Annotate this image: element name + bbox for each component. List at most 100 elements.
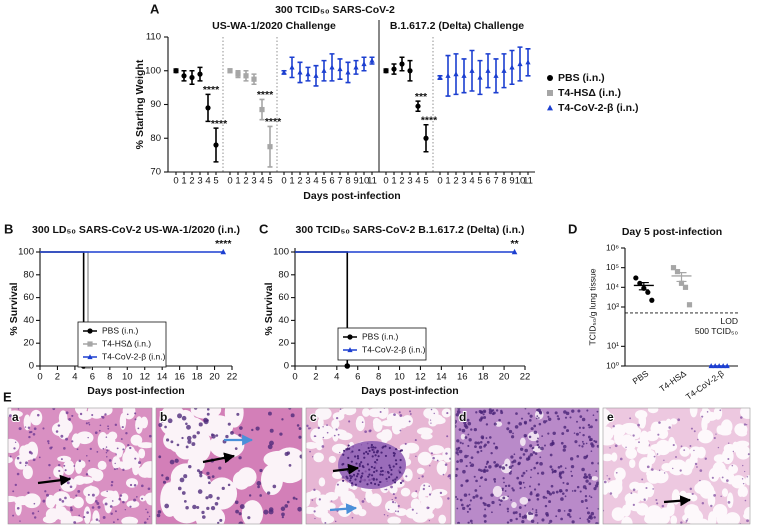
x-tick-label: 20 — [499, 372, 510, 383]
nucleus — [512, 511, 516, 515]
nucleus — [514, 511, 518, 514]
nucleus — [570, 474, 574, 478]
nucleus — [594, 484, 599, 488]
nucleus — [333, 434, 336, 437]
nucleus — [216, 496, 220, 500]
nucleus — [374, 454, 377, 457]
marker — [220, 248, 227, 255]
nucleus — [596, 481, 599, 485]
x-tick-label: 2 — [55, 372, 60, 383]
nucleus — [380, 451, 383, 454]
airspace — [625, 447, 637, 459]
airspace — [104, 496, 113, 514]
nucleus — [32, 432, 36, 436]
nucleus — [48, 463, 51, 467]
nucleus — [447, 497, 450, 500]
marker — [87, 328, 93, 334]
nucleus — [409, 410, 412, 413]
nucleus — [88, 459, 91, 462]
nucleus — [515, 412, 518, 415]
image-label: a — [12, 410, 19, 424]
nucleus — [286, 500, 290, 504]
nucleus — [456, 409, 461, 414]
airspace — [411, 491, 418, 499]
x-tick-label: 0 — [227, 176, 232, 187]
nucleus — [181, 436, 184, 440]
nucleus — [352, 445, 355, 448]
marker — [383, 68, 389, 74]
nucleus — [339, 408, 342, 410]
marker — [445, 72, 451, 78]
nucleus — [268, 507, 274, 512]
nucleus — [42, 499, 46, 503]
airspace — [76, 460, 86, 469]
nucleus — [511, 464, 514, 467]
airspace — [224, 408, 244, 428]
nucleus — [632, 434, 635, 437]
nucleus — [436, 459, 439, 462]
nucleus — [27, 491, 30, 494]
airspace — [670, 418, 678, 425]
nucleus — [581, 445, 584, 448]
nucleus — [98, 520, 100, 522]
nucleus — [272, 484, 277, 489]
nucleus — [656, 453, 659, 455]
airspace — [417, 451, 433, 466]
nucleus — [646, 465, 650, 469]
airspace — [403, 468, 413, 482]
nucleus — [351, 450, 354, 453]
nucleus — [675, 456, 677, 458]
nucleus — [680, 521, 683, 524]
nucleus — [476, 450, 480, 454]
histology-image — [156, 408, 302, 524]
marker — [297, 69, 303, 75]
airspace — [603, 426, 614, 441]
airspace — [420, 433, 433, 440]
nucleus — [392, 465, 395, 468]
nucleus — [349, 479, 352, 482]
nucleus — [727, 457, 730, 460]
nucleus — [656, 502, 659, 505]
chart-title: Day 5 post-infection — [622, 226, 722, 238]
nucleus — [386, 480, 388, 483]
nucleus — [494, 446, 499, 450]
nucleus — [506, 521, 510, 524]
nucleus — [136, 496, 138, 498]
nucleus — [587, 519, 591, 523]
nucleus — [546, 490, 549, 493]
nucleus — [60, 434, 64, 438]
nucleus — [460, 503, 464, 507]
nucleus — [498, 465, 502, 469]
nucleus — [536, 472, 540, 475]
nucleus — [506, 427, 510, 431]
nucleus — [473, 428, 477, 432]
nucleus — [479, 440, 483, 444]
arrow — [332, 463, 360, 475]
nucleus — [185, 445, 189, 449]
nucleus — [564, 416, 568, 419]
airspace — [745, 475, 750, 486]
nucleus — [732, 450, 735, 453]
nucleus — [68, 418, 72, 421]
nucleus — [177, 486, 182, 491]
nucleus — [558, 474, 562, 478]
nucleus — [348, 447, 351, 450]
y-tick-label: 100 — [273, 247, 289, 258]
nucleus — [447, 474, 451, 478]
nucleus — [463, 423, 468, 428]
nucleus — [533, 430, 538, 435]
nucleus — [192, 504, 197, 510]
airspace — [712, 504, 728, 519]
nucleus — [516, 476, 520, 480]
y-tick-label: 60 — [23, 292, 34, 303]
nucleus — [530, 476, 532, 479]
nucleus — [490, 451, 493, 455]
x-tick-label: 8 — [107, 372, 112, 383]
nucleus — [370, 474, 374, 477]
nucleus — [206, 506, 210, 511]
histology-image — [603, 408, 750, 524]
nucleus — [318, 498, 321, 501]
marker — [281, 69, 287, 75]
nucleus — [37, 510, 40, 513]
nucleus — [680, 445, 683, 448]
